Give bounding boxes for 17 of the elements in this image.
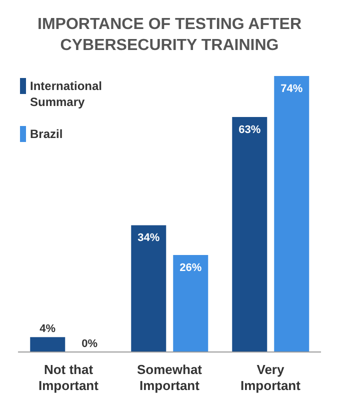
bar [232,117,268,352]
data-label: 74% [280,83,303,95]
data-label: 63% [238,124,261,136]
legend-label: International Summary [30,78,104,110]
bar [173,255,208,352]
bar [30,337,66,352]
chart-title: IMPORTANCE OF TESTING AFTER CYBERSECURITY TRAINING [36,15,302,56]
x-tick-label: Somewhat Important [136,362,203,393]
data-label: 26% [180,262,202,274]
x-tick-label: Very Important [240,362,302,393]
legend-label: Brazil [30,126,64,142]
bar [131,225,166,352]
x-tick-label: Not that Important [38,362,100,393]
bar [274,76,310,352]
data-label: 4% [40,323,56,336]
data-label: 0% [82,338,98,350]
data-label: 34% [138,232,160,244]
